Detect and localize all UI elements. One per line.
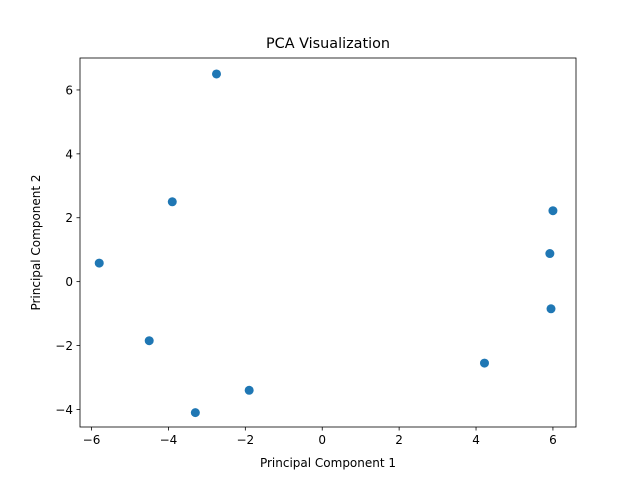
scatter-point <box>546 304 556 314</box>
y-tick-label: 4 <box>65 147 73 161</box>
y-tick-label: 0 <box>65 275 73 289</box>
scatter-point <box>94 258 104 268</box>
scatter-point <box>548 206 558 216</box>
y-tick-label: −2 <box>55 339 73 353</box>
x-tick-label: 0 <box>318 433 326 447</box>
y-tick-label: 2 <box>65 211 73 225</box>
y-tick-label: −4 <box>55 403 73 417</box>
chart-title: PCA Visualization <box>266 36 390 52</box>
y-axis-label: Principal Component 2 <box>29 174 43 310</box>
x-tick-label: 6 <box>549 433 557 447</box>
scatter-point <box>479 358 489 368</box>
x-tick-label: −6 <box>83 433 101 447</box>
x-tick-label: −2 <box>236 433 254 447</box>
axes-frame <box>79 57 577 428</box>
x-tick-label: 4 <box>472 433 480 447</box>
x-axis-label: Principal Component 1 <box>260 456 396 470</box>
scatter-point <box>211 69 221 79</box>
x-tick-label: −4 <box>160 433 178 447</box>
scatter-point <box>190 408 200 418</box>
scatter-point <box>144 336 154 346</box>
plot-area: −6 −4 −2 0 2 4 6 −4 −2 0 2 4 6 <box>55 69 558 447</box>
y-tick-label: 6 <box>65 83 73 97</box>
scatter-point <box>545 249 555 259</box>
x-tick-label: 2 <box>395 433 403 447</box>
scatter-point <box>167 197 177 207</box>
scatter-point <box>244 385 254 395</box>
